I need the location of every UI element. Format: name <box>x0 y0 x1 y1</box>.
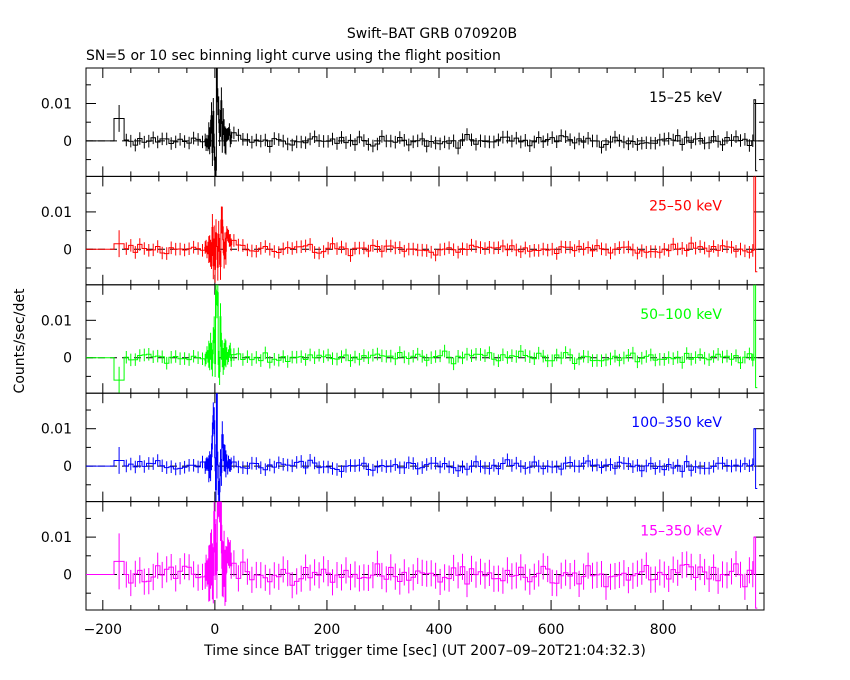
error-bars <box>118 284 754 394</box>
error-bars <box>118 87 754 177</box>
panel-frame <box>85 67 765 177</box>
x-tick-labels: −200 0 200 400 600 800 <box>84 622 677 638</box>
panel-frame <box>85 284 765 394</box>
panel-4: 0 0.01 100–350 keV <box>41 392 765 503</box>
x-tick-label: 800 <box>650 622 677 638</box>
chart-title: Swift–BAT GRB 070920B <box>347 26 517 42</box>
panel-3: 0 0.01 50–100 keV <box>41 284 765 394</box>
x-tick-label: 0 <box>210 622 219 638</box>
y-axis-label: Counts/sec/det <box>12 288 28 393</box>
y-tick-label: 0 <box>63 459 72 475</box>
light-curve-series <box>86 176 758 273</box>
y-tick-label: 0.01 <box>41 313 72 329</box>
band-label: 100–350 keV <box>631 415 722 431</box>
x-tick-label: 200 <box>314 622 341 638</box>
light-curve-series <box>86 284 758 389</box>
panel-5: 0 0.01 15–350 keV <box>41 501 765 611</box>
y-tick-label: 0.01 <box>41 422 72 438</box>
band-label: 50–100 keV <box>640 307 722 323</box>
band-label: 15–350 keV <box>640 524 722 540</box>
error-bars <box>118 206 754 283</box>
x-axis-label: Time since BAT trigger time [sec] (UT 20… <box>203 643 646 659</box>
panels-group: 0 0.01 15–25 keV 0 0.01 25–50 keV 0 0.01 50–100 … <box>41 67 765 611</box>
y-tick-label: 0.01 <box>41 205 72 221</box>
y-tick-label: 0.01 <box>41 97 72 113</box>
x-tick-label: 400 <box>426 622 453 638</box>
band-label: 25–50 keV <box>649 198 722 214</box>
panel-frame <box>85 392 765 503</box>
light-curve-series <box>86 501 758 609</box>
panel-2: 0 0.01 25–50 keV <box>41 175 765 286</box>
error-bars <box>118 501 754 606</box>
y-tick-label: 0 <box>63 242 72 258</box>
panel-frame <box>85 175 765 286</box>
y-tick-label: 0 <box>63 134 72 150</box>
y-tick-label: 0 <box>63 567 72 583</box>
band-label: 15–25 keV <box>649 90 722 106</box>
y-tick-label: 0 <box>63 351 72 367</box>
x-tick-label: −200 <box>84 622 122 638</box>
x-tick-label: 600 <box>538 622 565 638</box>
y-tick-label: 0.01 <box>41 530 72 546</box>
panel-frame <box>85 501 765 611</box>
chart-subtitle: SN=5 or 10 sec binning light curve using… <box>86 48 501 64</box>
error-bars <box>118 402 754 502</box>
